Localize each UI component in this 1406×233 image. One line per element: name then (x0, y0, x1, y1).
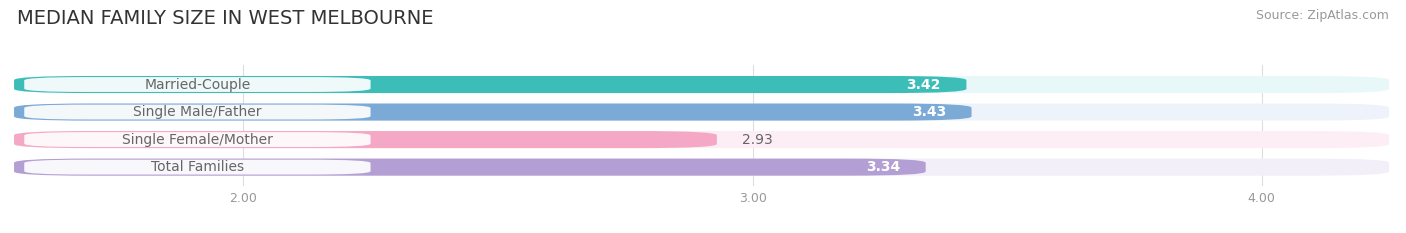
Text: 3.43: 3.43 (912, 105, 946, 119)
FancyBboxPatch shape (14, 76, 966, 93)
Text: 3.34: 3.34 (866, 160, 900, 174)
Text: Single Female/Mother: Single Female/Mother (122, 133, 273, 147)
Text: 2.93: 2.93 (742, 133, 773, 147)
FancyBboxPatch shape (24, 77, 371, 92)
Text: Source: ZipAtlas.com: Source: ZipAtlas.com (1256, 9, 1389, 22)
FancyBboxPatch shape (24, 105, 371, 120)
FancyBboxPatch shape (14, 131, 1389, 148)
FancyBboxPatch shape (14, 76, 1389, 93)
FancyBboxPatch shape (14, 159, 925, 176)
Text: Married-Couple: Married-Couple (145, 78, 250, 92)
FancyBboxPatch shape (24, 160, 371, 175)
Text: MEDIAN FAMILY SIZE IN WEST MELBOURNE: MEDIAN FAMILY SIZE IN WEST MELBOURNE (17, 9, 433, 28)
Text: 3.42: 3.42 (907, 78, 941, 92)
Text: Total Families: Total Families (150, 160, 245, 174)
FancyBboxPatch shape (14, 103, 1389, 121)
FancyBboxPatch shape (14, 103, 972, 121)
Text: Single Male/Father: Single Male/Father (134, 105, 262, 119)
FancyBboxPatch shape (24, 132, 371, 147)
FancyBboxPatch shape (14, 131, 717, 148)
FancyBboxPatch shape (14, 159, 1389, 176)
